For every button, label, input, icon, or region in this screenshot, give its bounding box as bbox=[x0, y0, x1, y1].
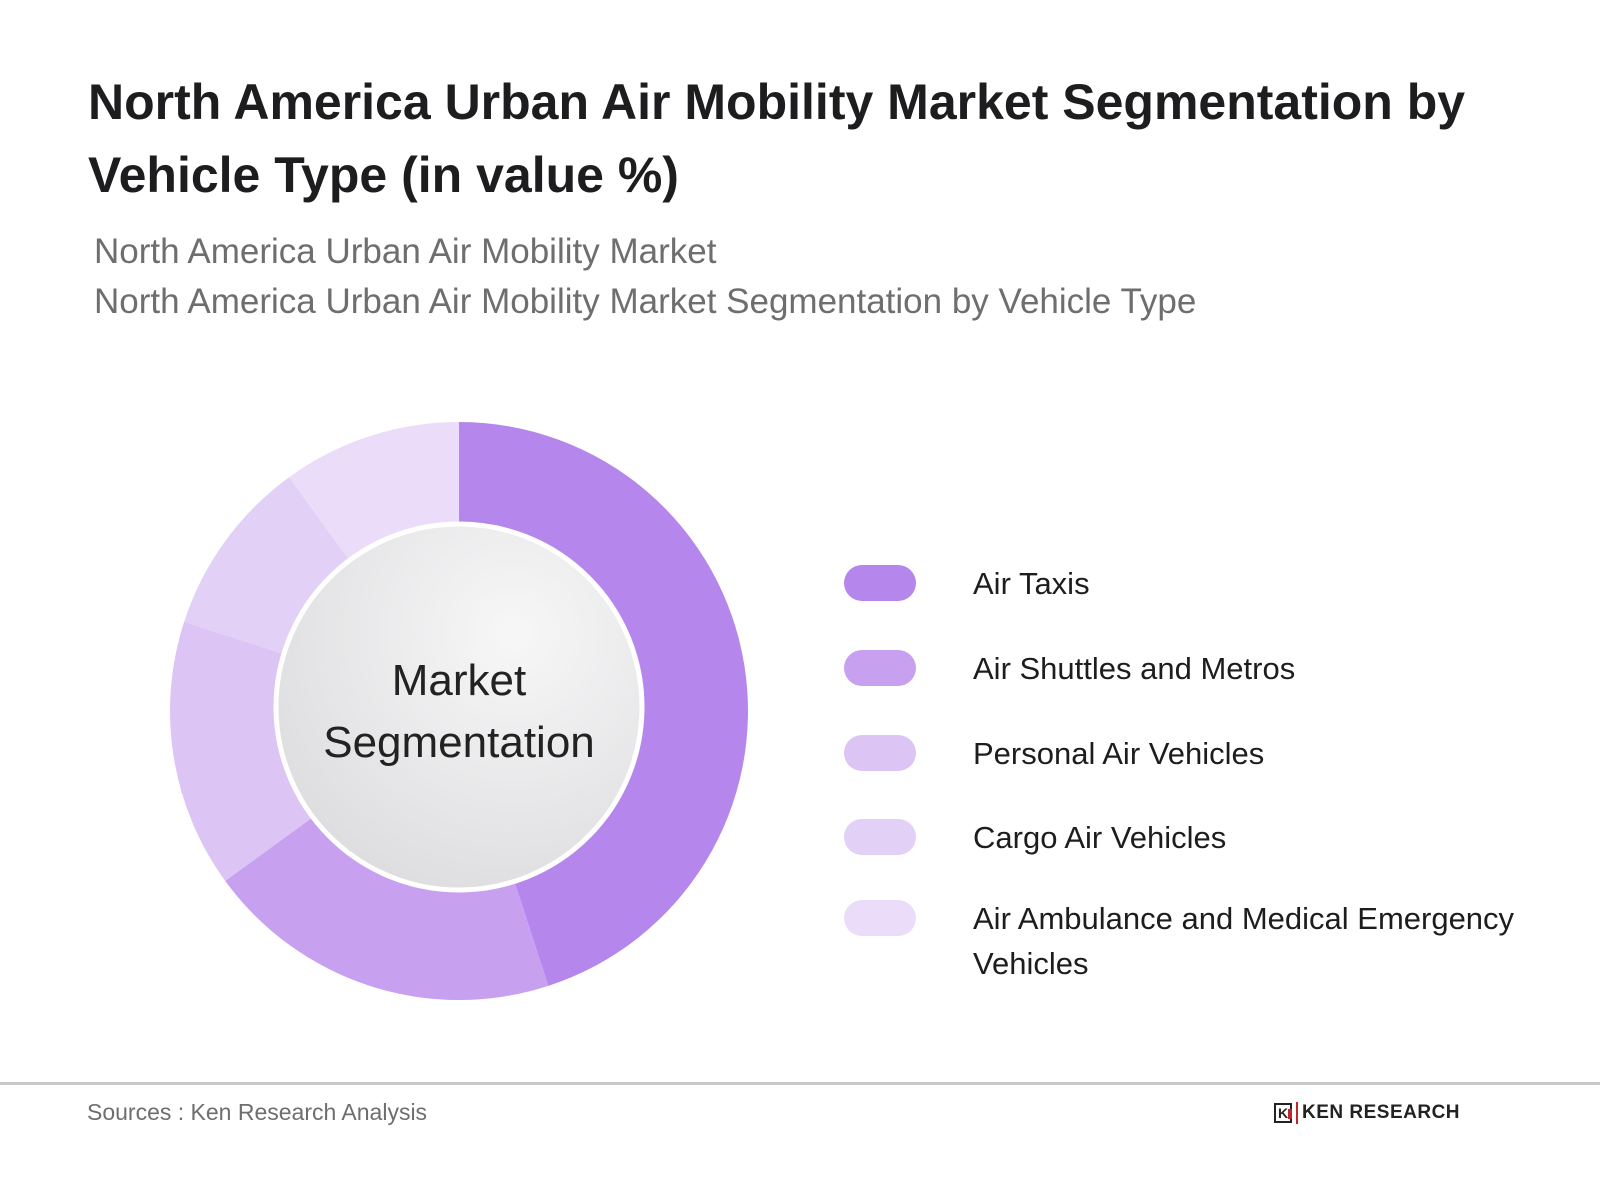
legend-swatch bbox=[844, 900, 916, 936]
legend-label: Air Shuttles and Metros bbox=[973, 651, 1296, 686]
donut-slice-air-shuttles-and-metros bbox=[225, 816, 549, 1000]
legend-label: Air Taxis bbox=[973, 566, 1090, 601]
donut-center-label: Market Segmentation bbox=[289, 650, 629, 774]
donut-center-disc bbox=[273, 521, 645, 893]
center-label-line-1: Market bbox=[391, 656, 527, 705]
logo-text: KEN RESEARCH bbox=[1296, 1102, 1460, 1124]
subtitle-line-1: North America Urban Air Mobility Market bbox=[94, 232, 717, 271]
legend-swatch bbox=[844, 735, 916, 771]
legend-label: Cargo Air Vehicles bbox=[973, 820, 1227, 855]
source-note: Sources : Ken Research Analysis bbox=[87, 1099, 428, 1125]
legend-label: Personal Air Vehicles bbox=[973, 736, 1265, 771]
legend-swatch bbox=[844, 650, 916, 686]
subtitle-line-2: North America Urban Air Mobility Market … bbox=[94, 282, 1197, 321]
footer-divider bbox=[0, 1082, 1600, 1085]
legend-label: Air Ambulance and Medical Emergency Vehi… bbox=[973, 901, 1515, 981]
chart-title: North America Urban Air Mobility Market … bbox=[88, 74, 1466, 203]
donut-slice-cargo-air-vehicles bbox=[184, 477, 354, 656]
legend-swatch bbox=[844, 565, 916, 601]
legend-swatch bbox=[844, 819, 916, 855]
center-label-line-2: Segmentation bbox=[323, 718, 595, 767]
donut-slice-air-taxis bbox=[459, 422, 748, 986]
ken-research-logo: K KEN RESEARCH bbox=[1274, 1102, 1460, 1124]
logo-mark-icon: K bbox=[1274, 1103, 1292, 1123]
